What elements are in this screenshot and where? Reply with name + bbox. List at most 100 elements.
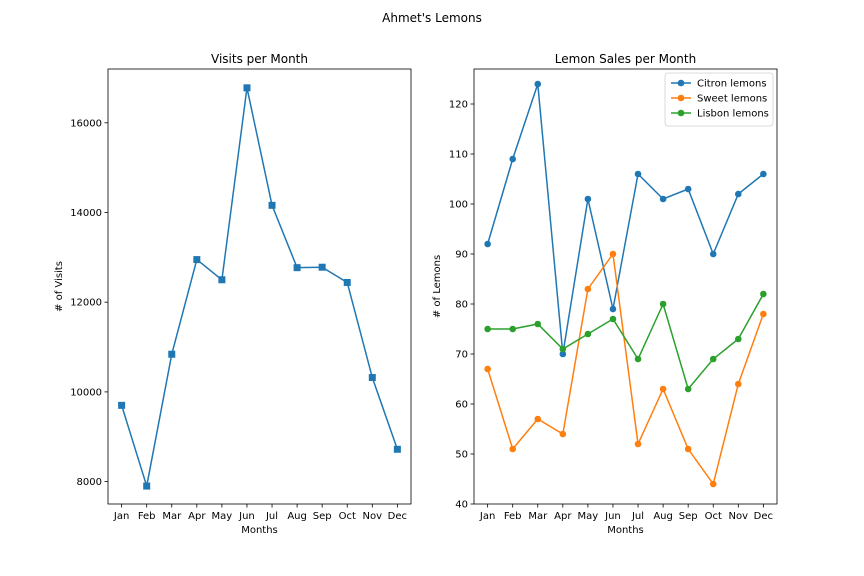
visits-series-0-point (118, 401, 126, 409)
visits-axes-frame (107, 68, 412, 505)
lemon-sales-legend-citron-lemons-marker (677, 79, 685, 87)
visits-x-tick-label: Nov (363, 511, 383, 522)
visits-series-0-point (193, 256, 201, 264)
lemon-sales-legend-lisbon-lemons-marker (677, 109, 685, 117)
lemon-sales-series-sweet-lemons-point (709, 480, 717, 488)
visits-x-tick-label: Oct (339, 511, 356, 522)
visits-y-tick-label: 16000 (70, 118, 102, 129)
visits-x-tick-label: Jun (238, 511, 255, 522)
lemon-sales-y-tick-label: 60 (455, 400, 468, 411)
lemon-sales-x-tick-label: Feb (504, 511, 522, 522)
lemon-sales-series-citron-lemons-point (584, 195, 592, 203)
visits-x-tick-label: Dec (388, 511, 407, 522)
lemon-sales-y-tick-label: 70 (455, 350, 468, 361)
visits-series-0-point (393, 445, 401, 453)
lemon-sales-series-lisbon-lemons-point (659, 300, 667, 308)
lemon-sales-y-tick-label: 120 (449, 100, 468, 111)
visits-series-0-point (243, 84, 251, 92)
lemon-sales-x-tick-label: Jul (631, 511, 644, 522)
lemon-sales-x-tick-label: Sep (679, 511, 698, 522)
lemon-sales-x-tick-label: May (578, 511, 599, 522)
figure-title: Ahmet's Lemons (382, 11, 482, 25)
lemon-sales-axes-frame (473, 68, 778, 505)
visits-series-0-line (120, 87, 399, 487)
visits-x-axis-label: Months (241, 525, 278, 536)
lemon-sales-series-lisbon-lemons-point (584, 330, 592, 338)
lemon-sales-series-lisbon-lemons-point (534, 320, 542, 328)
visits-x-tick-label: May (212, 511, 233, 522)
lemon-sales-series-sweet-lemons-point (634, 440, 642, 448)
lemon-sales-series-citron-lemons-point (684, 185, 692, 193)
lemon-sales-series-citron-lemons-point (509, 155, 517, 163)
lemon-sales-x-tick-label: Apr (554, 511, 572, 522)
visits-chart-title: Visits per Month (211, 52, 308, 66)
visits-y-tick-label: 12000 (70, 298, 102, 309)
lemon-sales-y-tick-label: 80 (455, 300, 468, 311)
lemon-sales-legend-citron-lemons-label: Citron lemons (697, 79, 767, 90)
lemon-sales-legend-sweet-lemons-marker (677, 94, 685, 102)
lemon-sales-x-tick-label: Dec (754, 511, 773, 522)
lemon-sales-series-sweet-lemons-point (584, 285, 592, 293)
lemon-sales-series-sweet-lemons-point (659, 385, 667, 393)
lemon-sales-series-citron-lemons-point (534, 80, 542, 88)
visits-series-0-point (143, 482, 151, 490)
lemon-sales-series-lisbon-lemons-line (487, 293, 765, 391)
visits-series-0-point (368, 374, 376, 382)
visits-y-tick-label: 8000 (77, 477, 102, 488)
lemon-sales-y-tick-label: 110 (449, 150, 468, 161)
lemon-sales-series-lisbon-lemons-point (709, 355, 717, 363)
visits-y-tick-label: 14000 (70, 208, 102, 219)
visits-chart: Visits per Month Months # of Visits Jan F… (54, 52, 412, 536)
visits-x-tick-label: Aug (287, 511, 307, 522)
lemon-sales-series-citron-lemons-point (659, 195, 667, 203)
lemon-sales-series-lisbon-lemons-point (484, 325, 491, 333)
lemon-sales-series-sweet-lemons-line (486, 252, 765, 486)
lemon-sales-series-citron-lemons-line (486, 83, 764, 355)
visits-y-tick-label: 10000 (70, 387, 102, 398)
lemon-sales-series-lisbon-lemons-point (760, 290, 767, 298)
lemon-sales-series-citron-lemons-point (734, 190, 742, 198)
lemon-sales-series-sweet-lemons-point (734, 380, 742, 388)
lemon-sales-x-tick-label: Nov (729, 511, 749, 522)
lemon-sales-series-lisbon-lemons-point (684, 385, 692, 393)
lemon-sales-series-citron-lemons-point (709, 250, 717, 258)
visits-series-0-point (168, 350, 176, 358)
lemon-sales-y-tick-label: 50 (455, 450, 468, 461)
lemon-sales-chart-title: Lemon Sales per Month (555, 52, 696, 66)
lemon-sales-series-sweet-lemons-point (684, 445, 692, 453)
lemon-sales-series-citron-lemons-point (559, 350, 567, 358)
lemon-sales-series-sweet-lemons-point (559, 430, 567, 438)
lemon-sales-series-sweet-lemons-point (534, 415, 542, 423)
lemon-sales-x-tick-label: Oct (705, 511, 722, 522)
lemon-sales-y-tick-label: 90 (455, 250, 468, 261)
visits-series-0-point (343, 278, 351, 286)
visits-series-0-point (293, 264, 301, 272)
visits-x-tick-label: Sep (313, 511, 332, 522)
lemon-sales-x-tick-label: Aug (653, 511, 673, 522)
lemon-sales-series-lisbon-lemons-point (509, 325, 517, 333)
visits-series-0-point (218, 276, 226, 284)
visits-x-tick-label: Mar (162, 511, 182, 522)
lemon-sales-series-sweet-lemons-point (484, 365, 491, 373)
lemon-sales-chart: Lemon Sales per Month Months # of Lemons… (432, 52, 778, 536)
lemon-sales-series-sweet-lemons-point (760, 310, 767, 318)
lemon-sales-series-sweet-lemons-point (509, 445, 517, 453)
lemon-sales-y-tick-label: 100 (449, 200, 468, 211)
lemon-sales-series-citron-lemons-point (484, 240, 491, 248)
lemon-sales-series-lisbon-lemons-point (734, 335, 742, 343)
lemon-sales-series-lisbon-lemons-point (559, 345, 567, 353)
lemon-sales-series-sweet-lemons-point (609, 250, 617, 258)
lemon-sales-x-axis-label: Months (607, 525, 644, 536)
lemon-sales-y-tick-label: 40 (455, 500, 468, 511)
visits-x-tick-label: Jan (113, 511, 129, 522)
visits-series-0-point (318, 263, 326, 271)
lemon-sales-legend-sweet-lemons-label: Sweet lemons (697, 94, 767, 105)
lemon-sales-x-tick-label: Jan (479, 511, 495, 522)
lemon-sales-legend (664, 72, 774, 127)
lemon-sales-series-lisbon-lemons-point (609, 315, 617, 323)
lemon-sales-series-citron-lemons-point (760, 170, 767, 178)
lemon-sales-y-axis-label: # of Lemons (432, 255, 443, 318)
visits-x-tick-label: Jul (265, 511, 278, 522)
lemon-sales-series-lisbon-lemons-point (634, 355, 642, 363)
